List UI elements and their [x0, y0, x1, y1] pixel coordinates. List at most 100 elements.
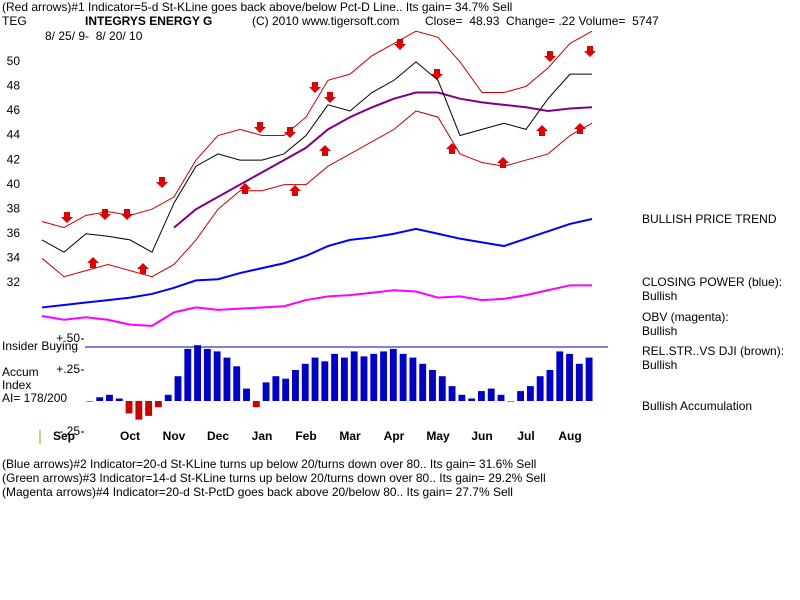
- x-tick-label: Jul: [517, 429, 534, 443]
- accum-bar: [233, 366, 241, 401]
- label-text: Bullish: [642, 324, 677, 338]
- arrow-down: [61, 212, 73, 223]
- arrow-up: [536, 125, 548, 136]
- arrow-down: [544, 51, 556, 62]
- arrow-down: [584, 46, 596, 57]
- label-text: Index: [2, 378, 31, 392]
- x-tick-label: Sep: [53, 429, 75, 443]
- label-text: Bullish: [642, 289, 677, 303]
- x-tick-label: Jan: [252, 429, 273, 443]
- label-text: Bullish: [642, 358, 677, 372]
- label-text: (Green arrows)#3 Indicator=14-d St-KLine…: [2, 471, 546, 485]
- y-tick-label: 32: [7, 275, 21, 289]
- chart-title: INTEGRYS ENERGY G: [85, 14, 212, 28]
- label-text: CLOSING POWER (blue):: [642, 275, 782, 289]
- accum-bar: [546, 370, 554, 401]
- series-line: [41, 218, 593, 309]
- arrow-down: [431, 69, 443, 80]
- series-line: [41, 284, 592, 327]
- x-tick-label: May: [426, 429, 450, 443]
- accum-bar: [370, 353, 378, 401]
- arrow-up: [319, 145, 331, 156]
- label-text: REL.STR..VS DJI (brown):: [642, 344, 784, 358]
- series-line: [41, 30, 593, 229]
- accum-bar: [429, 370, 436, 401]
- accum-bar: [311, 357, 319, 401]
- x-tick-label: Dec: [207, 429, 229, 443]
- accum-bar: [458, 394, 466, 401]
- y-tick-label: 50: [7, 54, 21, 68]
- accum-bar: [125, 401, 133, 414]
- x-tick-label: Feb: [295, 429, 316, 443]
- x-tick-label: Jun: [471, 429, 492, 443]
- y-tick-label: +.50: [56, 331, 80, 345]
- arrow-down: [254, 122, 266, 133]
- accum-bar: [478, 391, 485, 401]
- y-tick-label: +.25: [56, 362, 80, 376]
- accum-bar: [243, 388, 250, 401]
- x-tick-label: Nov: [163, 429, 186, 443]
- accum-bar: [213, 351, 221, 401]
- accum-bar: [331, 353, 339, 401]
- accum-bar: [252, 401, 260, 408]
- accum-bar: [223, 357, 231, 401]
- accum-bar: [360, 356, 368, 401]
- accum-bar: [262, 382, 270, 401]
- accum-bar: [174, 376, 182, 401]
- x-tick-label: Oct: [120, 429, 140, 443]
- accum-bar: [536, 376, 544, 401]
- accum-bar: [438, 376, 446, 401]
- series-line: [173, 91, 593, 229]
- accum-bar: [321, 361, 329, 401]
- label-text: Close= 48.93 Change= .22 Volume= 5747: [425, 14, 659, 28]
- accum-bar: [468, 398, 476, 401]
- y-tick-label: 34: [7, 250, 21, 264]
- y-tick-label: 38: [7, 201, 21, 215]
- accum-bar: [526, 386, 534, 401]
- y-tick-label: 44: [7, 128, 21, 142]
- accum-bar: [96, 397, 104, 401]
- accum-bar: [292, 370, 299, 401]
- y-tick-label: 48: [7, 79, 21, 93]
- accum-bar: [389, 348, 397, 401]
- accum-bar: [203, 348, 211, 401]
- accum-bar: [164, 394, 172, 401]
- arrow-up: [137, 263, 149, 274]
- label-text: (Blue arrows)#2 Indicator=20-d St-KLine …: [2, 457, 536, 471]
- label-text: Insider Buying: [2, 339, 78, 353]
- arrow-down: [156, 177, 168, 188]
- accum-bar: [340, 357, 348, 401]
- arrow-down: [99, 209, 111, 220]
- accum-bar: [419, 363, 427, 401]
- accum-bar: [301, 363, 309, 401]
- accum-bar: [409, 357, 417, 401]
- accum-bar: [184, 348, 192, 401]
- accum-bar: [556, 351, 564, 401]
- arrow-down: [324, 92, 336, 103]
- label-text: OBV (magenta):: [642, 310, 729, 324]
- accum-bar: [194, 345, 201, 401]
- arrow-up: [289, 185, 301, 196]
- x-tick-label: Aug: [558, 429, 581, 443]
- accum-bar: [272, 376, 280, 401]
- arrow-up: [446, 143, 458, 154]
- label-text: AI= 178/200: [2, 391, 67, 405]
- arrow-down: [394, 39, 406, 50]
- label-text: BULLISH PRICE TREND: [642, 212, 777, 226]
- accum-bar: [448, 386, 456, 401]
- x-tick-label: Mar: [339, 429, 361, 443]
- label-text: 8/ 25/ 9- 8/ 20/ 10: [45, 29, 143, 43]
- accum-bar: [135, 401, 143, 420]
- accum-bar: [115, 398, 123, 401]
- accum-bar: [497, 394, 505, 401]
- y-tick-label: 46: [7, 103, 21, 117]
- accum-bar: [350, 351, 358, 401]
- accum-bar: [507, 401, 515, 402]
- label-text: TEG: [2, 14, 27, 28]
- signal-arrows: [61, 39, 596, 274]
- arrow-down: [284, 127, 296, 138]
- label-text: Bullish Accumulation: [642, 399, 752, 413]
- y-tick-label: 36: [7, 226, 21, 240]
- accum-bar: [86, 401, 94, 402]
- accum-bar: [145, 401, 153, 416]
